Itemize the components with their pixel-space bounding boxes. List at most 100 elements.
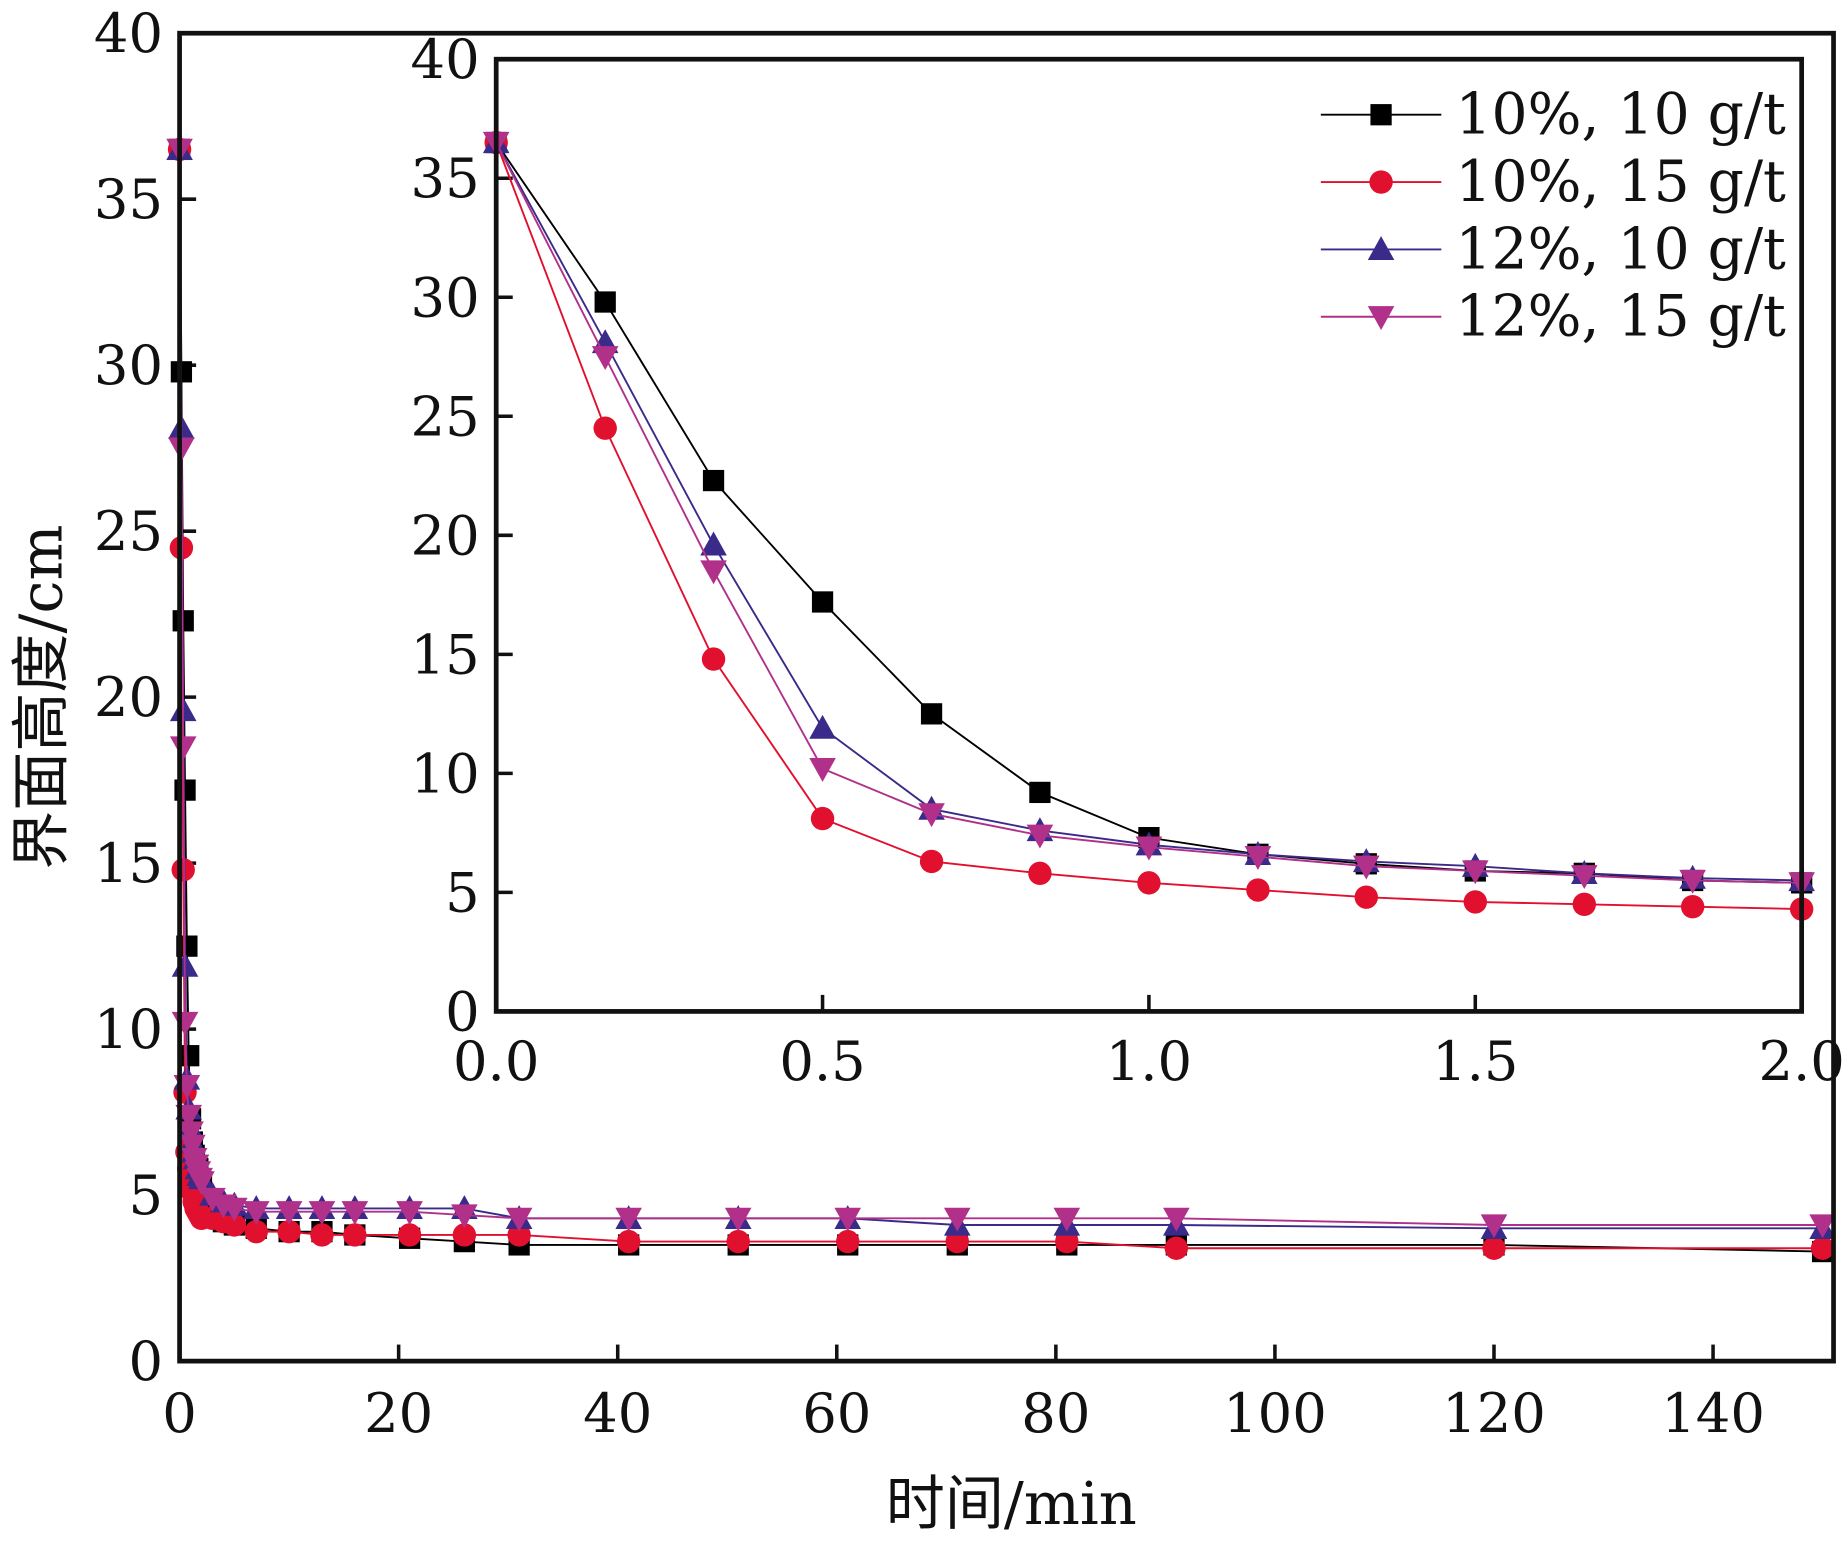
legend-marker [1367,306,1395,331]
legend-marker [1369,170,1393,194]
data-point [452,1223,477,1247]
y-tick-label: 0 [128,1330,163,1393]
data-point [1055,1229,1079,1254]
data-point [918,803,945,828]
y-tick-label: 40 [94,2,163,65]
data-point [396,1201,423,1226]
y-tick-label: 40 [411,28,480,91]
data-point [221,1197,248,1222]
data-point [1480,1214,1508,1239]
x-tick-label: 1.5 [1432,1030,1518,1093]
data-point [1244,846,1272,870]
legend-marker [1367,236,1395,261]
data-point [188,1171,215,1196]
y-tick-label: 5 [128,1164,163,1227]
data-point [507,1223,531,1247]
y-tick-label: 30 [411,266,480,329]
data-point [1135,836,1163,861]
data-point [945,1229,969,1254]
data-point [1029,781,1051,804]
data-point [222,1213,247,1237]
y-tick-label: 5 [445,861,480,924]
data-point [726,1229,750,1254]
data-point [1461,860,1489,885]
legend-label: 10%, 10 g/t [1455,82,1786,148]
data-point [1137,871,1161,895]
data-point [343,1223,367,1247]
data-point [179,1134,206,1159]
data-point [836,1229,860,1254]
x-tick-label: 60 [802,1382,871,1445]
data-point [397,1223,422,1247]
series-10-15-g-t [484,130,1814,921]
data-point [943,1207,971,1232]
legend-marker [1370,104,1392,126]
x-tick-label: 20 [364,1382,433,1445]
y-tick-label: 25 [411,385,480,448]
x-tick-label: 100 [1223,1382,1327,1445]
data-point [1028,861,1052,886]
data-point [451,1204,478,1229]
data-point [171,1011,199,1036]
data-point [1463,890,1487,914]
x-tick-label: 0 [162,1382,197,1445]
x-axis-label: 时间/min [886,1469,1137,1538]
data-point [1679,869,1706,894]
legend-label: 10%, 15 g/t [1455,149,1786,215]
data-point [594,291,616,313]
data-point [169,736,197,761]
data-point [341,1201,369,1226]
x-tick-label: 120 [1442,1382,1546,1445]
data-point [275,1201,303,1226]
x-tick-label: 40 [583,1382,652,1445]
data-point [1572,892,1596,916]
y-tick-label: 15 [411,623,480,686]
data-point [702,469,725,492]
y-tick-label: 30 [94,334,163,397]
data-point [1680,894,1705,919]
plot-frame [177,30,1836,1364]
data-point [616,1229,641,1254]
data-point [505,1207,533,1232]
data-point [700,560,727,585]
legend: 10%, 10 g/t10%, 15 g/t12%, 10 g/t12%, 15… [1320,82,1786,350]
y-tick-label: 35 [94,168,163,231]
x-tick-label: 80 [1021,1382,1090,1445]
data-point [1164,1236,1189,1260]
y-tick-label: 15 [94,832,163,895]
y-tick-label: 20 [94,666,163,729]
x-tick-label: 0.5 [779,1030,865,1093]
data-point [701,647,726,671]
data-point [700,531,727,556]
inset-plot: 0.0 0.5 1.0 1.5 2.0 0 5 10 15 20 25 30 35 40 10%, 10 g… [411,28,1843,1093]
data-point [593,416,617,440]
data-point [810,806,835,831]
y-tick-label: 25 [94,500,163,563]
data-point [615,1207,642,1232]
data-point [809,714,836,739]
x-tick-label: 0.0 [453,1030,539,1093]
data-point [175,1104,202,1129]
data-point [277,1219,301,1244]
y-tick-label: 35 [411,147,480,210]
data-point [1053,1207,1081,1232]
y-axis-label: 界面高度/cm [6,525,75,870]
data-point [1354,885,1378,909]
data-point [1482,1236,1506,1260]
x-tick-label: 1.0 [1106,1030,1192,1093]
data-point [1809,1214,1836,1239]
data-point [1571,865,1598,890]
data-point [811,591,834,613]
data-point [199,1187,226,1212]
y-tick-label: 0 [445,980,480,1043]
data-point [308,1201,336,1226]
data-point [178,1045,200,1067]
legend-label: 12%, 10 g/t [1455,216,1786,282]
data-point [177,1121,204,1146]
x-tick-label: 140 [1661,1382,1765,1445]
data-point [919,849,944,874]
data-point [1026,824,1054,849]
x-tick-label: 2.0 [1758,1030,1843,1093]
